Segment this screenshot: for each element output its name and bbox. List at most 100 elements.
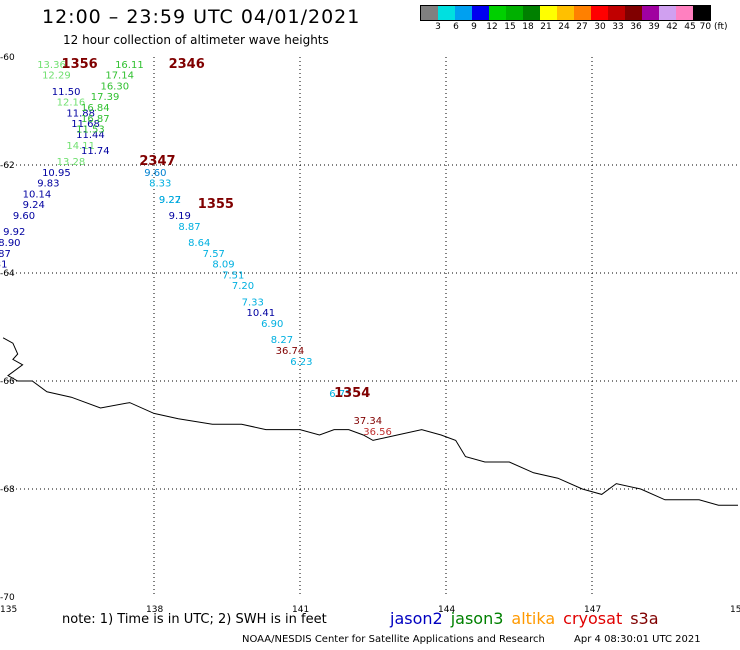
longitude-tick-label: 141 xyxy=(292,605,309,615)
wave-height-scale-labels: 3 6 9 12 15 18 21 24 27 30 33 36 39 42 45 70 (ft) xyxy=(420,22,740,34)
satellite-legend-entry: altika xyxy=(511,609,556,628)
pass-time-label: 2347 xyxy=(139,154,175,169)
wave-height-value: 7.33 xyxy=(242,297,264,308)
antarctic-coastline xyxy=(2,337,738,506)
wave-height-value: 11.68 xyxy=(71,119,100,130)
pass-time-label: 1354 xyxy=(334,386,370,401)
latitude-tick-label: -62 xyxy=(0,161,15,171)
satellite-legend-entry: s3a xyxy=(630,609,659,628)
scale-label: 6 xyxy=(453,22,459,32)
longitude-tick-label: 135 xyxy=(0,605,17,615)
scale-label: 39 xyxy=(648,22,660,32)
scale-swatch xyxy=(642,6,659,20)
wave-height-value: 9.22 xyxy=(159,195,181,206)
satellite-legend: jason2 jason3 altika cryosat s3a xyxy=(390,609,667,628)
latitude-tick-label: -64 xyxy=(0,269,15,279)
scale-label: 42 xyxy=(666,22,678,32)
pass-time-label: 1355 xyxy=(198,197,234,212)
wave-height-value: 11.53 xyxy=(76,125,105,136)
scale-swatch xyxy=(659,6,676,20)
wave-height-value: 10.31 xyxy=(0,260,7,271)
satellite-legend-entry: jason3 xyxy=(450,609,504,628)
scale-label: 3 xyxy=(435,22,441,32)
scale-swatch xyxy=(608,6,625,20)
scale-swatch xyxy=(489,6,506,20)
wave-height-value: 8.09 xyxy=(212,260,234,271)
latitude-tick-label: -70 xyxy=(0,593,15,603)
wave-height-value: 9.87 xyxy=(0,249,11,260)
units-note: note: 1) Time is in UTC; 2) SWH is in fe… xyxy=(62,612,327,627)
wave-height-value: 16.30 xyxy=(100,81,129,92)
scale-label: 9 xyxy=(471,22,477,32)
latitude-tick-label: -60 xyxy=(0,53,15,63)
wave-height-value: 16.11 xyxy=(115,60,144,71)
scale-label: 12 xyxy=(486,22,498,32)
scale-swatch xyxy=(472,6,489,20)
wave-height-value: 10.14 xyxy=(23,189,52,200)
scale-swatch xyxy=(693,6,710,20)
wave-height-value: 7.51 xyxy=(222,270,244,281)
wave-height-value: 9.92 xyxy=(3,227,25,238)
longitude-tick-label: 144 xyxy=(438,605,455,615)
wave-height-value: 14.11 xyxy=(66,141,95,152)
map-subtitle: 12 hour collection of altimeter wave hei… xyxy=(63,33,329,47)
scale-swatch xyxy=(574,6,591,20)
scale-swatch xyxy=(421,6,438,20)
wave-height-value: 9.27 xyxy=(159,195,181,206)
wave-height-value: 16.87 xyxy=(81,114,110,125)
wave-height-value: 8.87 xyxy=(178,222,200,233)
scale-swatch xyxy=(540,6,557,20)
scale-label: 21 xyxy=(540,22,552,32)
wave-height-value: 16.84 xyxy=(81,103,110,114)
wave-height-value: 11.88 xyxy=(66,108,95,119)
satellite-legend-entry: cryosat xyxy=(563,609,623,628)
wave-height-value: 6.73 xyxy=(329,389,351,400)
map-title: 12:00 – 23:59 UTC 04/01/2021 xyxy=(42,6,361,28)
scale-label: 30 xyxy=(594,22,606,32)
scale-swatch xyxy=(523,6,540,20)
scale-swatch xyxy=(438,6,455,20)
scale-label: 45 xyxy=(684,22,696,32)
wave-height-color-scale xyxy=(420,5,711,21)
wave-height-value: 9.83 xyxy=(37,179,59,190)
scale-swatch xyxy=(557,6,574,20)
scale-label: 24 xyxy=(558,22,570,32)
wave-height-value: 8.64 xyxy=(188,238,210,249)
wave-height-value: 11.44 xyxy=(76,130,105,141)
wave-height-value: 10.41 xyxy=(246,308,275,319)
satellite-legend-entry: jason2 xyxy=(390,609,443,628)
scale-swatch xyxy=(625,6,642,20)
wave-height-value: 6.90 xyxy=(261,319,283,330)
longitude-tick-label: 138 xyxy=(146,605,163,615)
wave-height-value: 13.36 xyxy=(37,60,66,71)
scale-label: 15 xyxy=(504,22,516,32)
wave-height-value: 17.39 xyxy=(91,92,120,103)
scale-label: 36 xyxy=(630,22,642,32)
scale-swatch xyxy=(676,6,693,20)
wave-height-value: 7.20 xyxy=(232,281,254,292)
wave-height-value: 11.50 xyxy=(52,87,81,98)
wave-height-value: 9.24 xyxy=(23,200,45,211)
wave-height-value: 13.28 xyxy=(57,157,86,168)
wave-height-value: 8.27 xyxy=(271,335,293,346)
wave-height-value: 9.60 xyxy=(144,168,166,179)
scale-label: 27 xyxy=(576,22,588,32)
wave-height-value: 8.90 xyxy=(0,238,21,249)
wave-height-value: 17.14 xyxy=(105,71,134,82)
wave-height-value: 11.74 xyxy=(81,146,110,157)
wave-height-value: 37.34 xyxy=(354,416,383,427)
pass-time-label: 2346 xyxy=(169,57,205,72)
scale-swatch xyxy=(591,6,608,20)
longitude-tick-label: 150 xyxy=(730,605,740,615)
wave-height-value: 36.74 xyxy=(276,346,305,357)
scale-label: 18 xyxy=(522,22,534,32)
wave-height-value: 36.56 xyxy=(363,427,392,438)
wave-height-value: 8.33 xyxy=(149,179,171,190)
latitude-tick-label: -68 xyxy=(0,485,15,495)
scale-swatch xyxy=(455,6,472,20)
footer: NOAA/NESDIS Center for Satellite Applica… xyxy=(242,634,701,645)
footer-date: Apr 4 08:30:01 UTC 2021 xyxy=(574,634,701,645)
latitude-tick-label: -66 xyxy=(0,377,15,387)
footer-credit: NOAA/NESDIS Center for Satellite Applica… xyxy=(242,634,545,645)
